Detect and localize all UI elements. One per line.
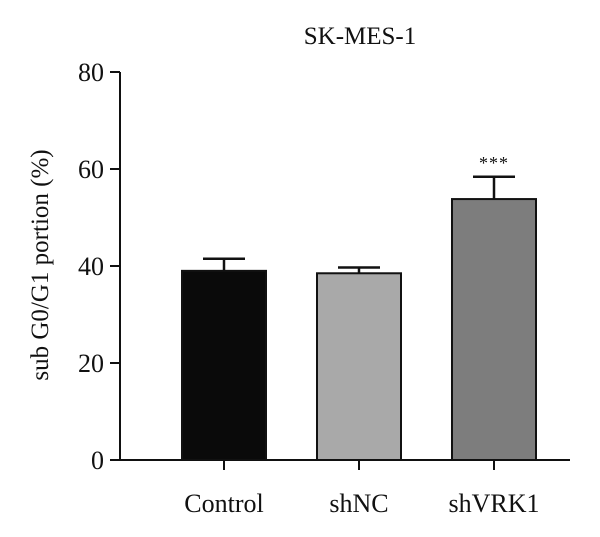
chart-title: SK-MES-1 <box>304 23 417 50</box>
bar-shnc <box>316 272 402 461</box>
x-tick-label: shNC <box>329 489 388 518</box>
x-tick-label: shVRK1 <box>448 489 539 518</box>
y-axis-label: sub G0/G1 portion (%) <box>27 149 54 380</box>
bar-shvrk1 <box>451 198 537 461</box>
significance-label: *** <box>479 153 509 173</box>
y-tick-label: 0 <box>91 446 104 475</box>
plot-area: 0 20 40 60 80 Control shNC shVRK1 *** <box>78 58 570 518</box>
y-tick-label: 80 <box>78 58 104 87</box>
x-tick-label: Control <box>184 489 263 518</box>
bar-control <box>181 269 267 461</box>
y-tick-label: 20 <box>78 349 104 378</box>
y-tick-label: 40 <box>78 252 104 281</box>
y-tick-label: 60 <box>78 155 104 184</box>
